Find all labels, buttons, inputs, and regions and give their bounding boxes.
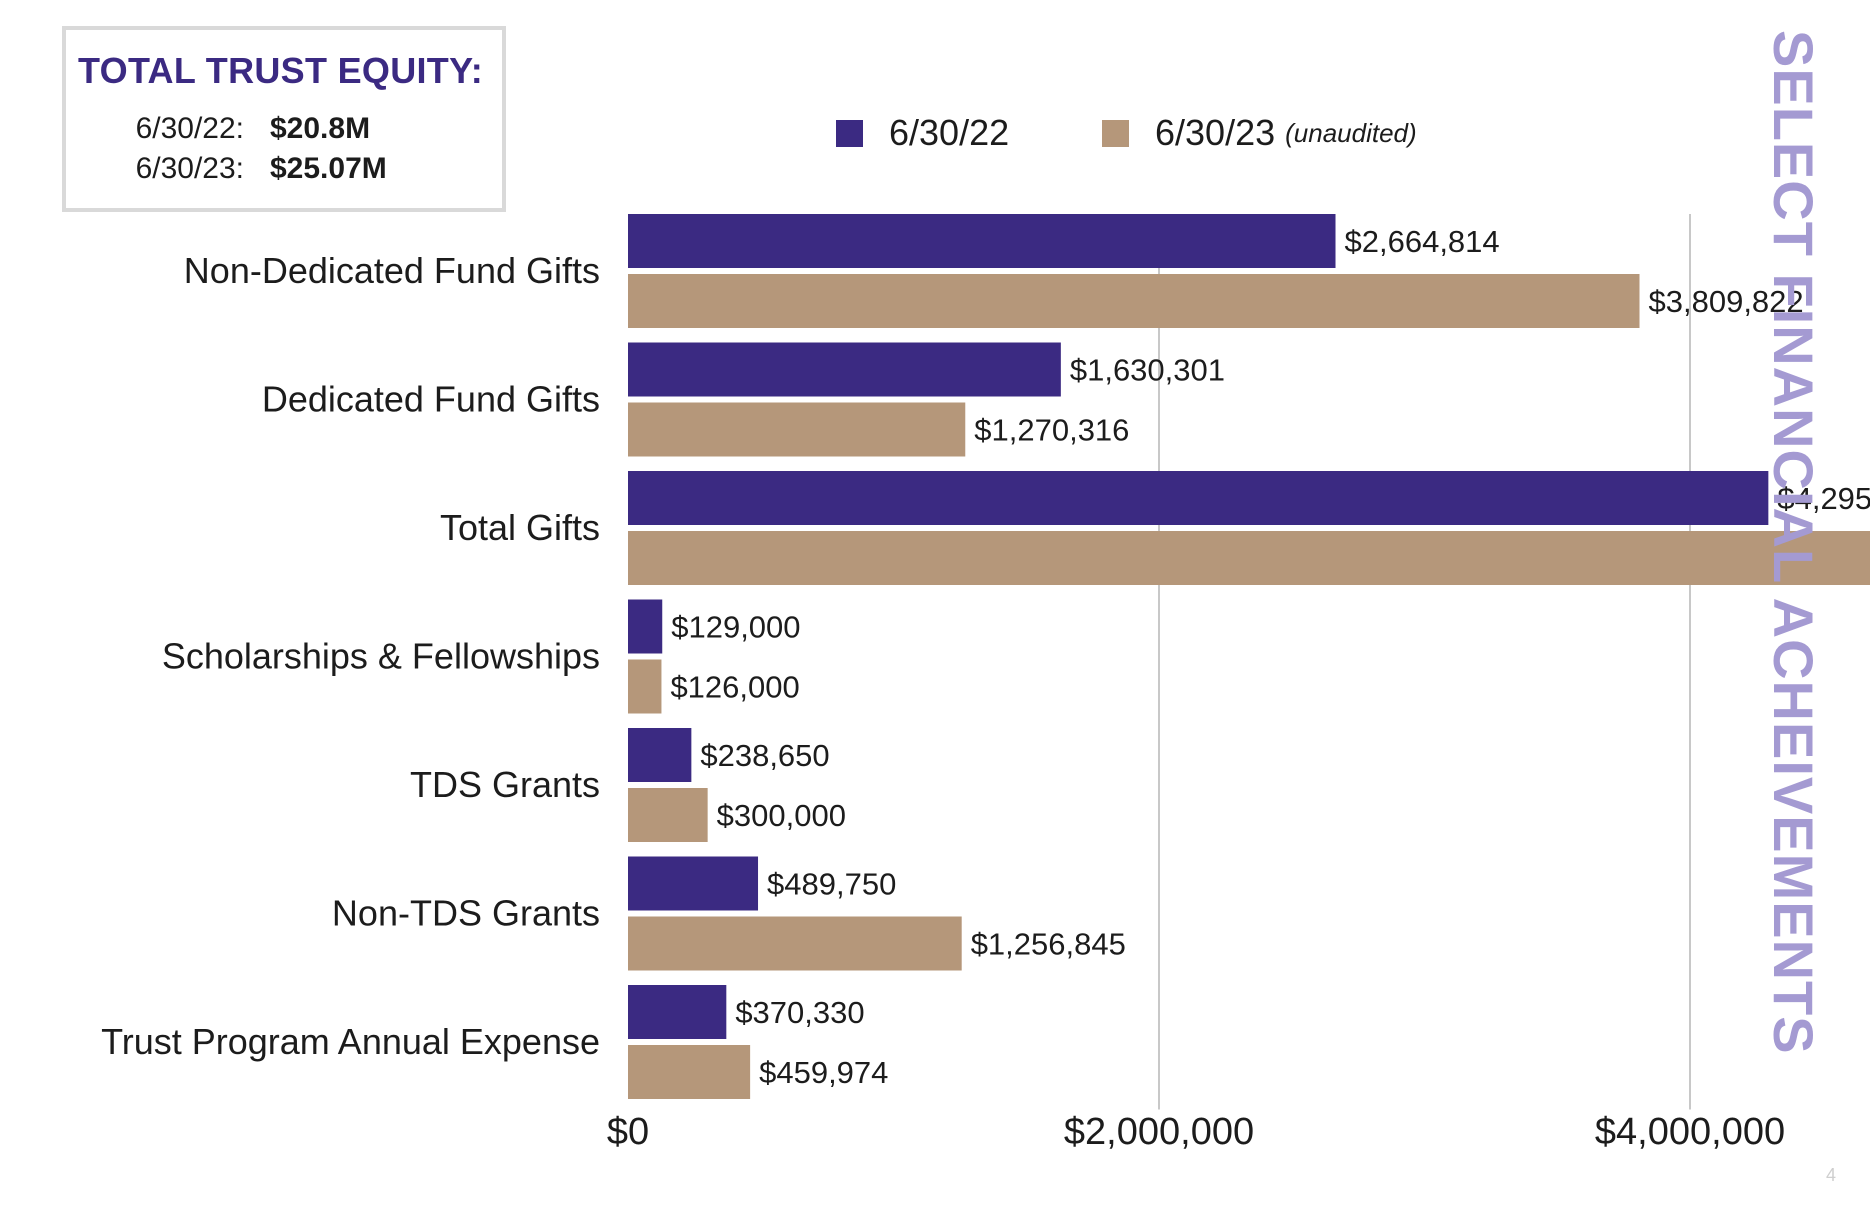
bar [628,856,759,911]
category-label: Non-Dedicated Fund Gifts [184,250,600,291]
data-label: $126,000 [670,670,799,705]
data-label: $459,974 [759,1055,888,1090]
bar [628,916,962,971]
bar [628,402,966,457]
bar [628,471,1769,525]
data-label: $489,750 [767,867,896,902]
legend-swatch [836,119,863,147]
category-label: TDS Grants [410,764,600,805]
page-number: 4 [1826,1165,1837,1185]
category-label: Trust Program Annual Expense [101,1021,600,1062]
x-tick-label: $4,000,000 [1595,1111,1785,1153]
equity-title: TOTAL TRUST EQUITY: [78,50,484,91]
category-label: Dedicated Fund Gifts [262,379,600,420]
data-label: $1,256,845 [971,927,1126,962]
data-label: $4,295,115 [1777,481,1870,516]
bar [628,788,708,842]
bar [628,214,1336,268]
data-label: $2,664,814 [1345,224,1500,259]
total-trust-equity-box: TOTAL TRUST EQUITY: 6/30/22: $20.8M 6/30/… [62,26,506,212]
side-title-text: SELECT FINANCIAL ACHEIVEMENTS [1762,30,1825,1055]
legend-note: (unaudited) [1285,117,1417,148]
data-label: $129,000 [671,610,800,645]
bar [628,274,1640,328]
category-label: Non-TDS Grants [332,893,600,934]
legend-item-6-30-23: 6/30/23 (unaudited) [1102,112,1417,154]
legend-label: 6/30/22 [889,112,1010,153]
equity-date: 6/30/22: [135,112,244,145]
data-label: $238,650 [700,738,829,773]
legend-label: 6/30/23 [1155,112,1276,153]
equity-row: 6/30/23: $25.07M [84,152,387,186]
equity-value: $20.8M [270,112,371,145]
legend-item-6-30-22: 6/30/22 [836,112,1009,154]
data-label: $3,809,822 [1649,284,1804,319]
bar [628,728,692,782]
category-label: Total Gifts [440,507,600,548]
bar [628,531,1870,585]
data-label: $1,270,316 [974,413,1129,448]
bar [628,599,663,654]
equity-date: 6/30/23: [135,152,244,185]
data-label: $1,630,301 [1070,353,1225,388]
x-tick-label: $2,000,000 [1064,1111,1254,1153]
bar [628,342,1061,397]
bar [628,659,662,714]
data-label: $300,000 [717,798,846,833]
side-title: SELECT FINANCIAL ACHEIVEMENTS [1762,30,1828,1190]
legend-swatch [1102,119,1129,147]
x-tick-label: $0 [607,1111,649,1153]
equity-value: $25.07M [270,152,387,185]
bar [628,985,727,1039]
data-label: $370,330 [735,995,864,1030]
category-label: Scholarships & Fellowships [162,636,600,677]
bar [628,1045,751,1099]
equity-row: 6/30/22: $20.8M [84,112,371,146]
